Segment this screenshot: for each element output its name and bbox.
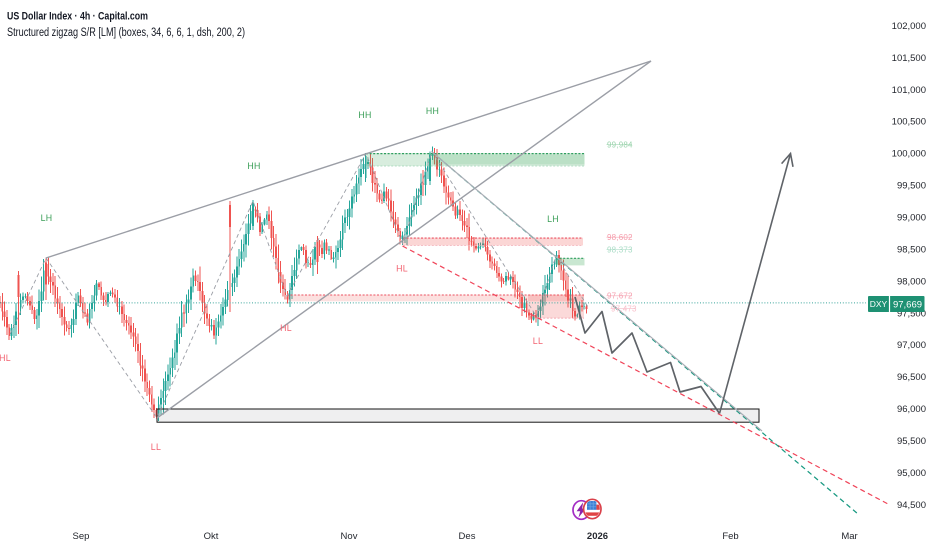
svg-text:101,500: 101,500	[892, 53, 926, 64]
svg-text:US Dollar Index · 4h · Capital: US Dollar Index · 4h · Capital.com	[7, 11, 148, 23]
svg-text:HH: HH	[247, 161, 260, 171]
svg-text:HH: HH	[358, 110, 371, 120]
svg-text:HH: HH	[426, 106, 439, 116]
svg-text:98,500: 98,500	[897, 244, 926, 255]
svg-text:Des: Des	[459, 531, 476, 542]
svg-text:HL: HL	[0, 353, 11, 363]
svg-text:Mar: Mar	[841, 531, 857, 542]
svg-text:LL: LL	[533, 336, 543, 346]
svg-text:97,000: 97,000	[897, 340, 926, 351]
svg-text:99,000: 99,000	[897, 213, 926, 224]
svg-text:99,500: 99,500	[897, 181, 926, 192]
svg-text:Okt: Okt	[204, 531, 219, 542]
svg-text:100,500: 100,500	[892, 117, 926, 128]
svg-text:101,000: 101,000	[892, 85, 926, 96]
svg-text:102,000: 102,000	[892, 21, 926, 32]
svg-text:97,669: 97,669	[893, 300, 922, 311]
svg-text:94,500: 94,500	[897, 500, 926, 511]
svg-text:Structured zigzag S/R [LM] (bo: Structured zigzag S/R [LM] (boxes, 34, 6…	[7, 27, 245, 39]
svg-text:LH: LH	[547, 214, 559, 224]
svg-text:97,500: 97,500	[897, 308, 926, 319]
svg-text:2026: 2026	[587, 531, 608, 542]
svg-text:96,000: 96,000	[897, 404, 926, 415]
svg-text:DXY: DXY	[870, 299, 888, 309]
svg-text:HL: HL	[280, 323, 292, 333]
svg-text:Nov: Nov	[341, 531, 358, 542]
svg-text:Sep: Sep	[73, 531, 90, 542]
svg-text:HL: HL	[396, 264, 408, 274]
svg-text:96,500: 96,500	[897, 372, 926, 383]
svg-text:Feb: Feb	[722, 531, 738, 542]
svg-text:LH: LH	[41, 213, 53, 223]
svg-text:LL: LL	[151, 442, 161, 452]
svg-text:98,000: 98,000	[897, 276, 926, 287]
svg-text:95,500: 95,500	[897, 436, 926, 447]
svg-text:100,000: 100,000	[892, 149, 926, 160]
svg-text:95,000: 95,000	[897, 468, 926, 479]
